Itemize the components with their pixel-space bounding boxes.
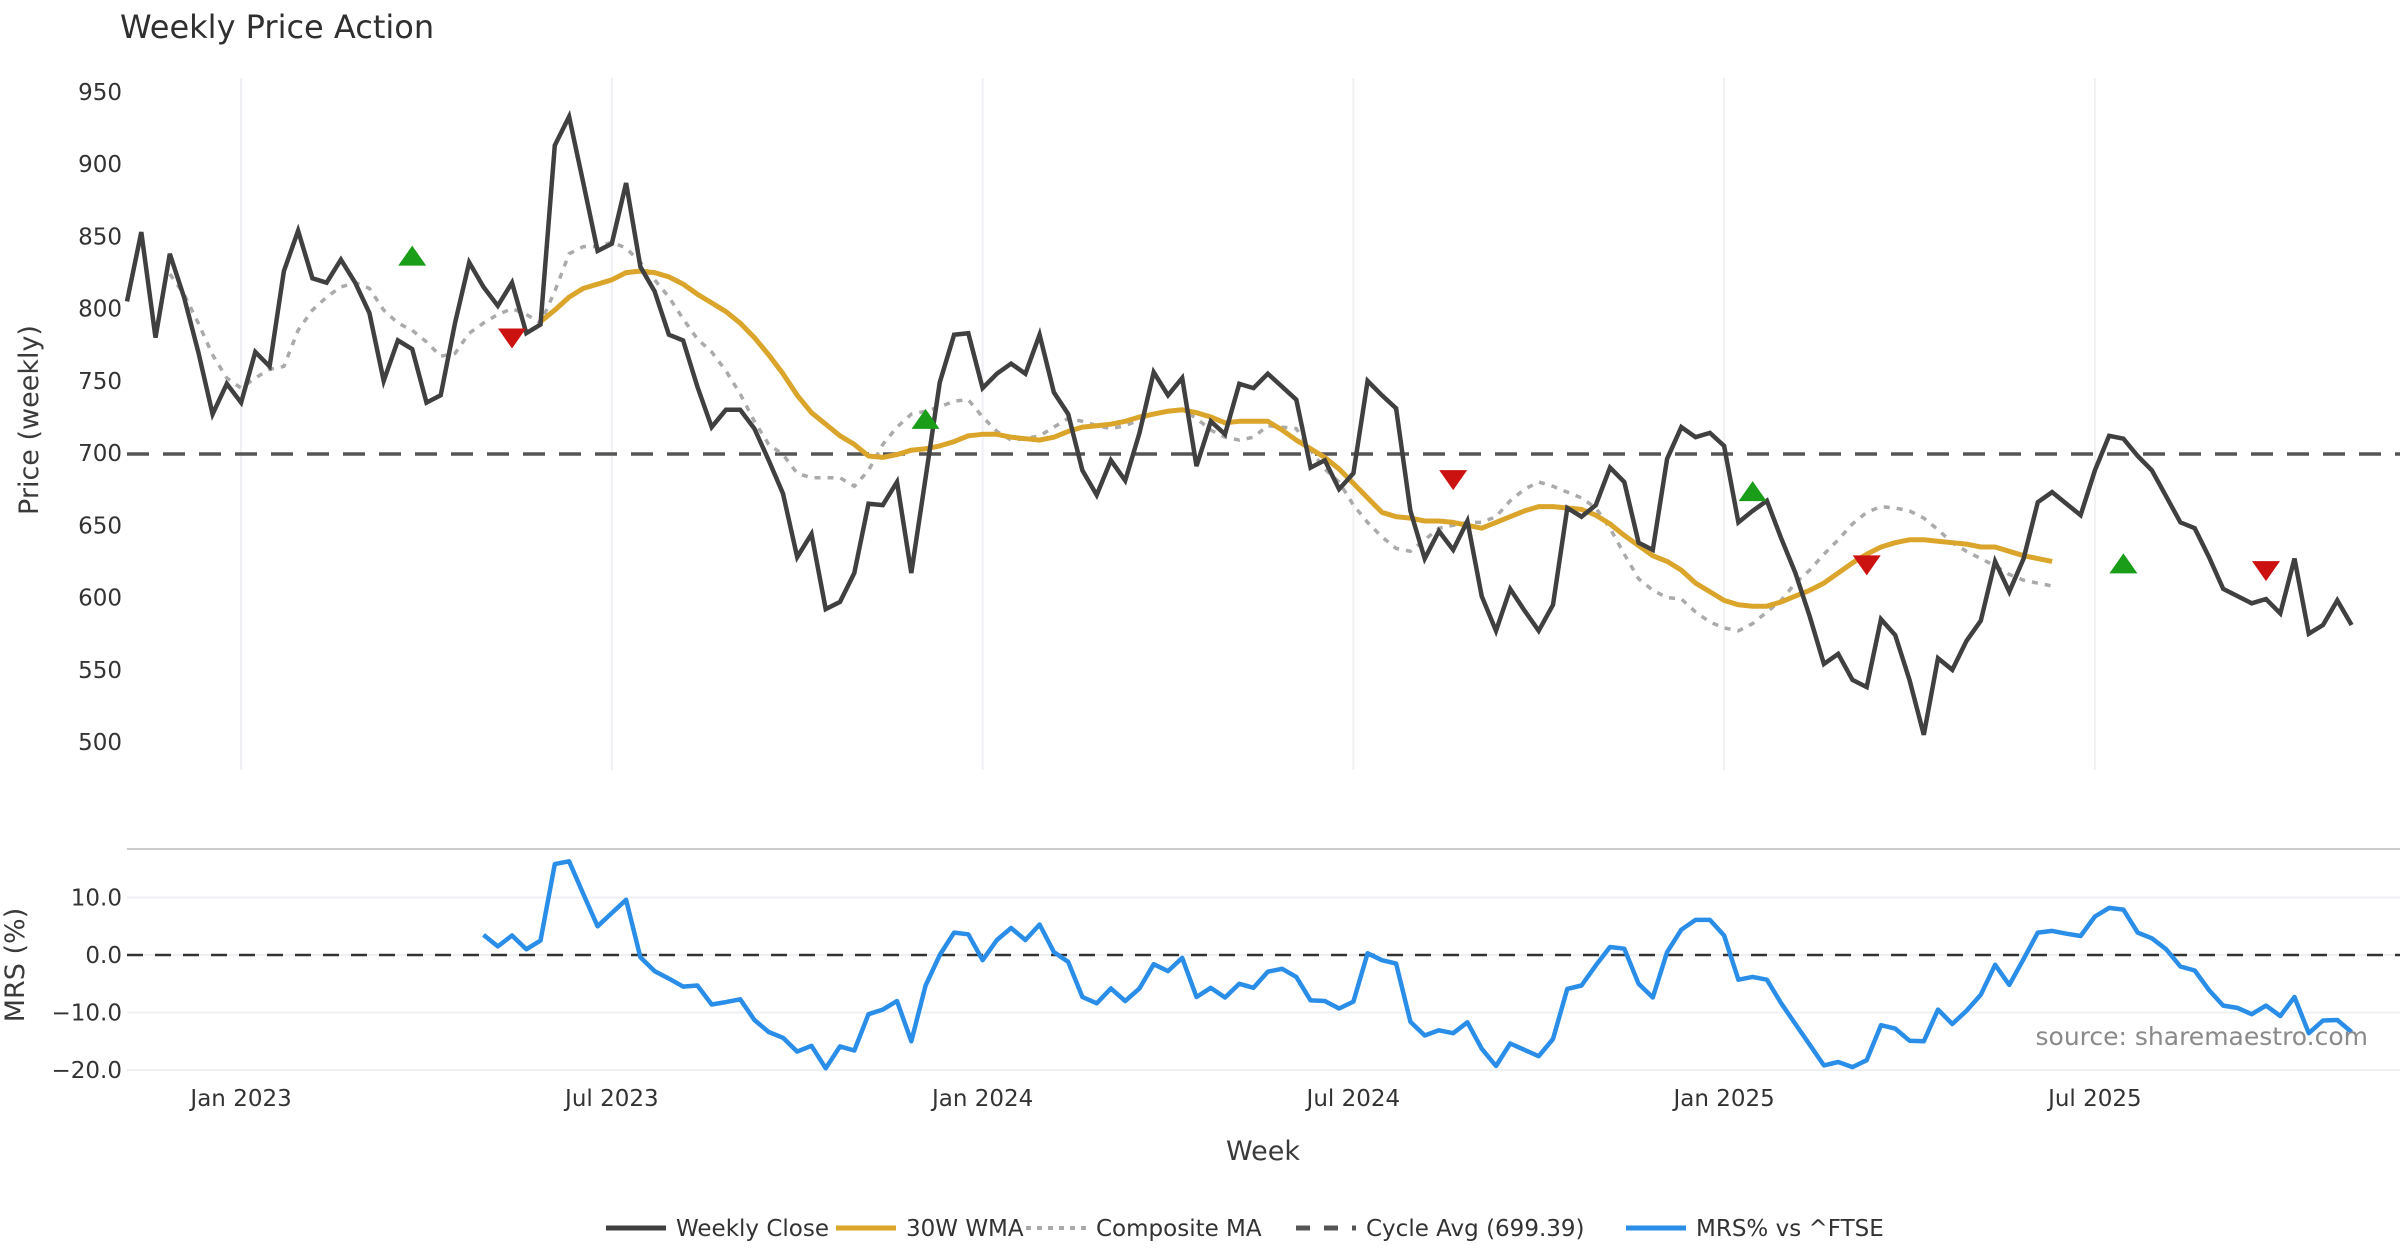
x-tick-label: Jul 2024 <box>1305 1086 1401 1112</box>
buy-signal-marker <box>398 245 427 266</box>
legend-item: 30W WMA <box>836 1216 1024 1242</box>
mrs-panel: −20.0 −10.0 0.0 10.0 MRS (%) source: sharem… <box>0 848 2400 1085</box>
buy-signal-marker <box>2109 553 2138 574</box>
price-y-tick: 850 <box>78 224 122 250</box>
mrs-y-axis-label: MRS (%) <box>0 908 31 1023</box>
price-y-tick: 900 <box>78 152 122 178</box>
legend-item: Cycle Avg (699.39) <box>1296 1216 1585 1242</box>
price-y-tick: 950 <box>78 80 122 106</box>
price-y-tick: 750 <box>78 369 122 395</box>
price-vertical-grid <box>240 78 2096 770</box>
legend-item: Composite MA <box>1026 1216 1262 1242</box>
buy-signal-marker <box>1738 481 1767 502</box>
legend: Weekly Close 30W WMA Composite MA Cycle Avg… <box>606 1216 1884 1242</box>
x-tick-label: Jan 2024 <box>930 1086 1033 1112</box>
price-y-tick: 500 <box>78 730 122 756</box>
x-tick-label: Jul 2025 <box>2046 1086 2142 1112</box>
x-tick-label: Jan 2025 <box>1671 1086 1774 1112</box>
weekly-close-line <box>124 109 2354 736</box>
chart-title: Weekly Price Action <box>120 8 434 46</box>
legend-label: Weekly Close <box>676 1216 829 1242</box>
legend-label: Composite MA <box>1096 1216 1262 1242</box>
x-axis-ticks: Jan 2023 Jul 2023 Jan 2024 Jul 2024 Jan 2025… <box>188 1086 2141 1112</box>
price-y-tick: 600 <box>78 586 122 612</box>
x-axis-label: Week <box>1226 1136 1300 1167</box>
mrs-line <box>482 859 2354 1071</box>
sell-signal-marker <box>1439 470 1468 491</box>
sell-signal-marker <box>498 328 527 349</box>
legend-label: 30W WMA <box>906 1216 1024 1242</box>
price-y-tick: 800 <box>78 297 122 323</box>
mrs-horizontal-grid <box>127 896 2400 1071</box>
mrs-y-ticks: −20.0 −10.0 0.0 10.0 <box>52 886 122 1085</box>
legend-label: Cycle Avg (699.39) <box>1366 1216 1585 1242</box>
price-y-ticks: 500 550 600 650 700 750 800 850 900 950 <box>78 80 122 756</box>
source-annotation: source: sharemaestro.com <box>2036 1022 2369 1051</box>
x-tick-label: Jul 2023 <box>563 1086 659 1112</box>
x-tick-label: Jan 2023 <box>188 1086 291 1112</box>
price-y-tick: 700 <box>78 441 122 467</box>
buy-signal-marker <box>911 408 940 429</box>
mrs-y-tick: −10.0 <box>52 1001 122 1027</box>
price-panel: 500 550 600 650 700 750 800 850 900 950 Price (we… <box>14 78 2400 770</box>
legend-item: Weekly Close <box>606 1216 829 1242</box>
price-y-tick: 650 <box>78 513 122 539</box>
wma-30w-line <box>538 268 2053 609</box>
mrs-y-tick: 0.0 <box>85 943 122 969</box>
mrs-y-tick: −20.0 <box>52 1058 122 1084</box>
composite-ma-line <box>168 240 2053 633</box>
mrs-y-tick: 10.0 <box>71 886 122 912</box>
signal-markers <box>398 245 2280 582</box>
price-y-tick: 550 <box>78 658 122 684</box>
legend-label: MRS% vs ^FTSE <box>1696 1216 1884 1242</box>
legend-item: MRS% vs ^FTSE <box>1626 1216 1884 1242</box>
sell-signal-marker <box>1852 555 1881 576</box>
price-y-axis-label: Price (weekly) <box>14 325 45 515</box>
sell-signal-marker <box>2252 561 2280 582</box>
